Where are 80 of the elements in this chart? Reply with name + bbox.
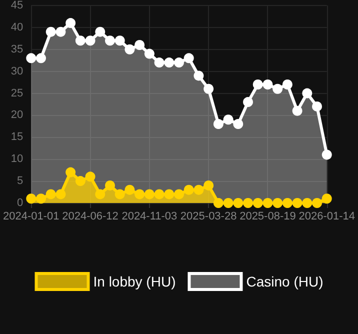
point [204, 84, 214, 94]
point [66, 167, 76, 178]
point [85, 36, 96, 46]
point [292, 106, 302, 116]
y-tick-label: 25 [10, 87, 24, 100]
point [184, 53, 194, 64]
point [46, 26, 56, 37]
point [95, 189, 106, 200]
point [312, 198, 322, 208]
point [233, 119, 244, 129]
point [134, 40, 145, 50]
x-tick-label: 2025-03-28 [180, 210, 237, 222]
point [56, 189, 66, 200]
point [114, 189, 125, 200]
point [26, 194, 36, 204]
x-tick-label: 2026-01-14 [298, 210, 356, 222]
point [322, 150, 332, 160]
y-tick-label: 45 [10, 0, 24, 12]
point [243, 198, 254, 208]
point [75, 176, 86, 186]
point [134, 189, 145, 200]
point [322, 194, 332, 204]
point [213, 119, 224, 129]
point [262, 198, 273, 208]
point [194, 184, 204, 195]
y-tick-label: 30 [10, 65, 24, 78]
point [164, 189, 174, 200]
point [302, 198, 312, 208]
point [223, 198, 234, 208]
point [282, 80, 292, 90]
point [114, 36, 125, 46]
point [194, 70, 204, 81]
y-tick-label: 20 [10, 109, 24, 122]
point [56, 26, 66, 37]
point [282, 198, 292, 208]
point [184, 184, 194, 195]
point [154, 189, 164, 200]
point [262, 80, 273, 90]
point [75, 36, 86, 46]
point [85, 172, 96, 182]
point [292, 198, 302, 208]
point [223, 114, 234, 125]
y-tick-label: 0 [17, 197, 24, 209]
point [252, 198, 263, 208]
y-tick-label: 35 [10, 43, 24, 56]
point [66, 18, 76, 28]
point [105, 180, 115, 190]
point [36, 194, 46, 204]
point [204, 180, 214, 190]
point [124, 184, 135, 195]
point [46, 189, 56, 200]
point [213, 198, 224, 208]
point [95, 26, 106, 37]
y-tick-label: 10 [10, 153, 24, 166]
point [154, 58, 164, 68]
y-tick-label: 40 [10, 21, 24, 34]
point [105, 36, 115, 46]
legend-label: Casino (HU) [246, 274, 324, 290]
point [164, 58, 174, 68]
point [174, 189, 184, 200]
point [36, 53, 46, 64]
point [243, 97, 254, 108]
point [144, 48, 154, 59]
point [124, 44, 135, 54]
point [174, 58, 184, 68]
point [272, 198, 283, 208]
y-tick-label: 5 [17, 175, 24, 188]
x-tick-label: 2024-06-12 [62, 210, 118, 222]
legend-label: In lobby (HU) [93, 274, 176, 290]
point [233, 198, 244, 208]
y-tick-label: 15 [10, 131, 24, 144]
point [252, 80, 263, 90]
point [302, 88, 312, 98]
point [312, 101, 322, 112]
x-tick-label: 2024-11-03 [122, 210, 178, 222]
point [26, 53, 36, 64]
x-tick-label: 2025-08-19 [240, 210, 296, 222]
point [272, 84, 283, 94]
x-tick-label: 2024-01-01 [2, 210, 60, 222]
point [144, 189, 154, 200]
